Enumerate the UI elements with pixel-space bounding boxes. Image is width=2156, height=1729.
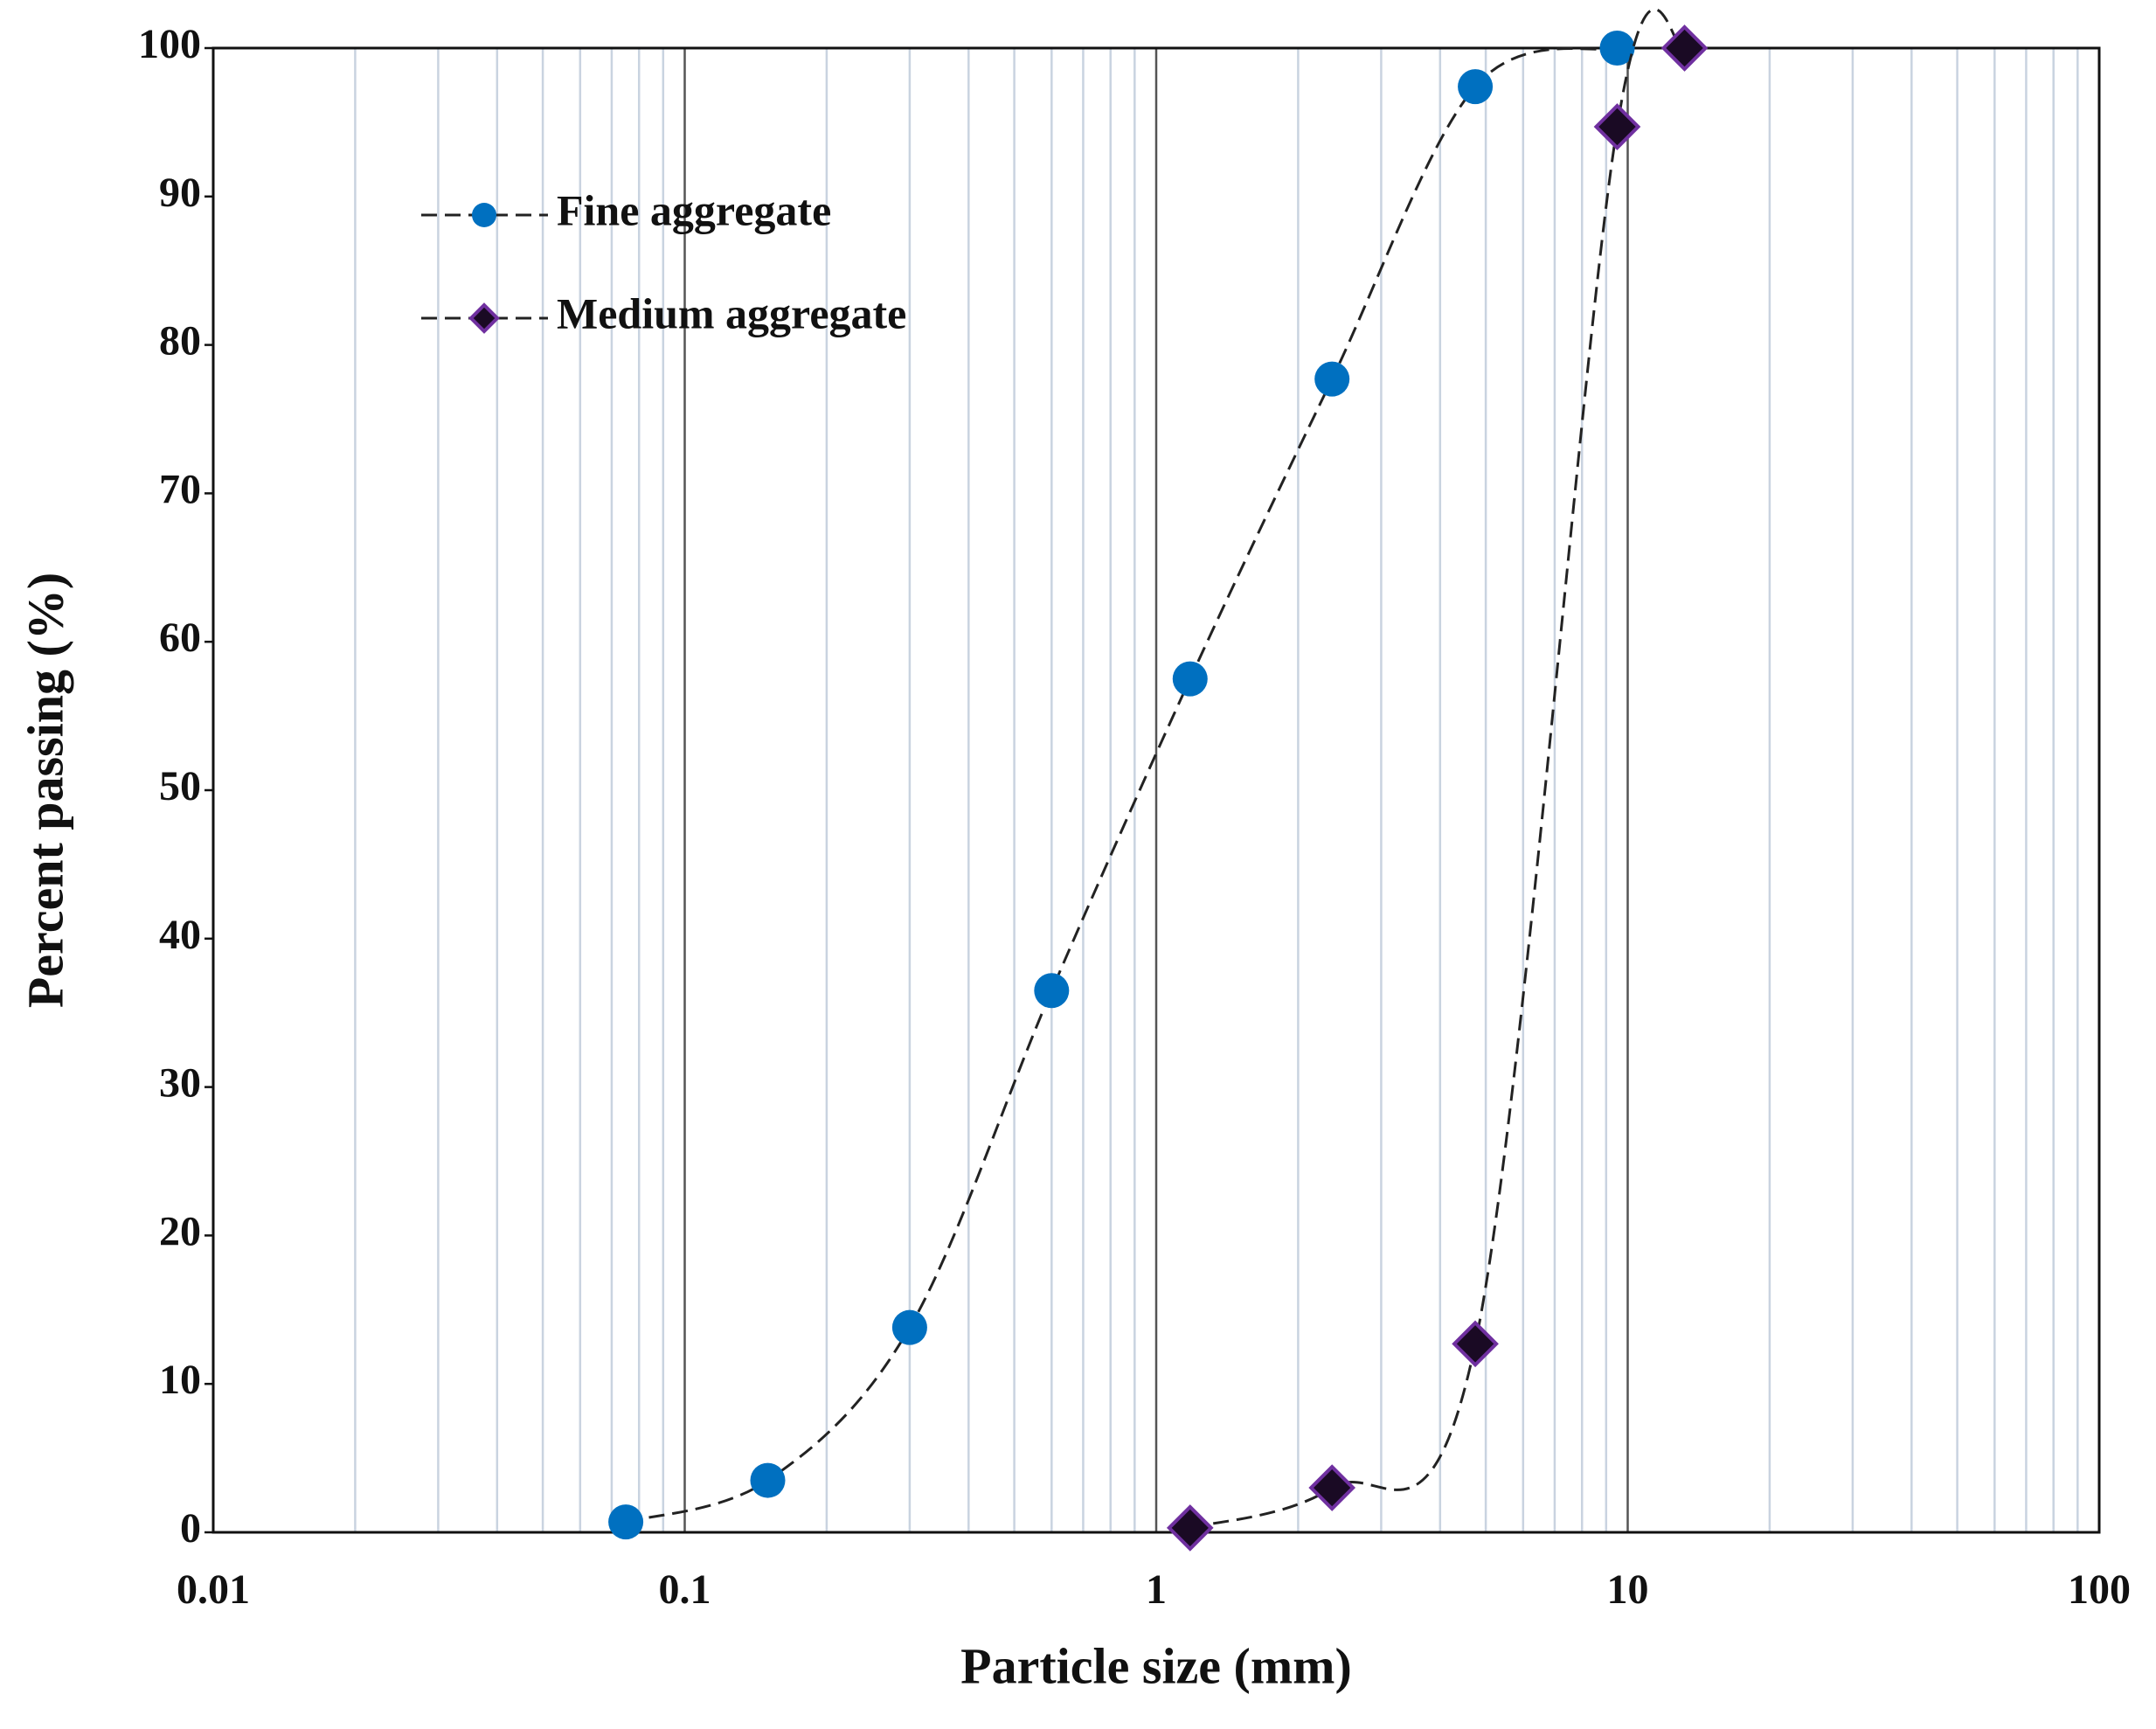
legend-label: Medium aggregate bbox=[557, 288, 906, 337]
y-tick-label: 50 bbox=[159, 763, 201, 809]
series-line bbox=[1189, 8, 1686, 1530]
marker bbox=[1593, 103, 1641, 150]
y-tick-label: 0 bbox=[180, 1505, 201, 1552]
marker bbox=[1034, 973, 1070, 1009]
legend-label: Fine aggregate bbox=[557, 185, 831, 234]
marker bbox=[891, 1309, 927, 1345]
y-tick-label: 60 bbox=[159, 615, 201, 661]
marker bbox=[1660, 24, 1709, 72]
legend-item: Medium aggregate bbox=[421, 288, 906, 337]
x-axis-title: Particle size (mm) bbox=[960, 1637, 1352, 1694]
marker bbox=[1166, 1504, 1214, 1552]
legend-marker bbox=[468, 302, 500, 334]
y-tick-label: 40 bbox=[159, 912, 201, 958]
y-tick-label: 70 bbox=[159, 466, 201, 512]
x-tick-label: 100 bbox=[2068, 1566, 2131, 1613]
marker bbox=[1458, 69, 1494, 105]
marker bbox=[1308, 1464, 1356, 1511]
y-tick-label: 100 bbox=[138, 21, 201, 67]
marker bbox=[1599, 31, 1635, 66]
y-tick-label: 90 bbox=[159, 170, 201, 216]
legend-item: Fine aggregate bbox=[421, 185, 831, 234]
x-tick-label: 1 bbox=[1146, 1566, 1167, 1613]
y-tick-label: 10 bbox=[159, 1357, 201, 1403]
y-tick-label: 20 bbox=[159, 1208, 201, 1254]
series-line bbox=[625, 46, 1618, 1524]
y-tick-label: 80 bbox=[159, 318, 201, 365]
x-tick-label: 0.1 bbox=[659, 1566, 711, 1613]
marker bbox=[1314, 361, 1350, 397]
x-tick-label: 0.01 bbox=[177, 1566, 250, 1613]
marker bbox=[750, 1462, 786, 1498]
legend-marker bbox=[472, 203, 496, 227]
y-axis-title: Percent passing (%) bbox=[17, 573, 73, 1008]
marker bbox=[1452, 1320, 1499, 1368]
marker bbox=[608, 1504, 644, 1540]
plot-frame bbox=[211, 46, 2101, 1534]
x-tick-label: 10 bbox=[1607, 1566, 1649, 1613]
y-tick-label: 30 bbox=[159, 1060, 201, 1107]
marker bbox=[1172, 661, 1208, 697]
